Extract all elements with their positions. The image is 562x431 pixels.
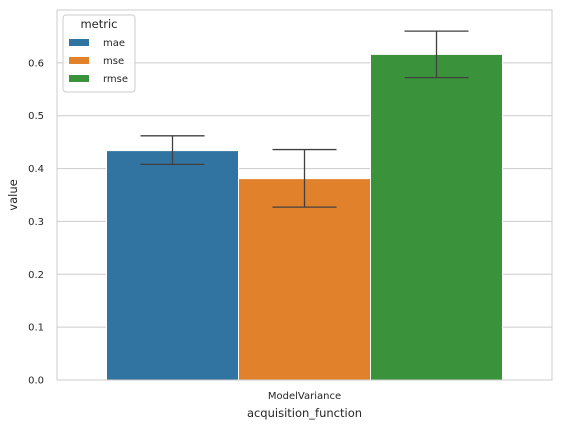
y-tick-label: 0.1 bbox=[28, 323, 44, 334]
error-bar-mse bbox=[272, 148, 337, 208]
error-bar-mae bbox=[140, 135, 205, 165]
y-tick-label: 0.5 bbox=[28, 111, 44, 122]
legend-label-mse: mse bbox=[103, 56, 124, 67]
legend-swatch-mae bbox=[69, 39, 89, 46]
plot-frame bbox=[56, 9, 553, 381]
bars bbox=[106, 53, 503, 381]
x-tick-label: ModelVariance bbox=[268, 391, 341, 402]
legend-swatch-mse bbox=[69, 57, 89, 64]
x-axis-label: acquisition_function bbox=[247, 406, 362, 420]
legend-label-rmse: rmse bbox=[103, 74, 128, 85]
error-bars bbox=[140, 30, 469, 208]
legend-items: mae mse rmse bbox=[69, 38, 128, 85]
bar-rmse bbox=[370, 53, 503, 381]
legend-title: metric bbox=[80, 17, 117, 31]
legend-swatch-rmse bbox=[69, 75, 89, 82]
error-bar-rmse bbox=[404, 30, 469, 79]
legend-label-mae: mae bbox=[103, 38, 125, 49]
y-tick-label: 0.6 bbox=[28, 58, 44, 69]
y-axis-label: value bbox=[6, 179, 20, 210]
x-tick-labels: ModelVariance bbox=[268, 391, 341, 402]
legend-box bbox=[62, 14, 136, 93]
y-tick-label: 0.3 bbox=[28, 217, 44, 228]
y-tick-labels: 0.0 0.1 0.2 0.3 0.4 0.5 0.6 bbox=[28, 58, 44, 386]
y-tick-label: 0.2 bbox=[28, 270, 44, 281]
bar-mae bbox=[106, 150, 239, 381]
legend: metric mae mse rmse bbox=[62, 14, 136, 93]
y-tick-label: 0.4 bbox=[28, 164, 44, 175]
y-tick-label: 0.0 bbox=[28, 376, 44, 387]
bar-mse bbox=[238, 178, 371, 381]
